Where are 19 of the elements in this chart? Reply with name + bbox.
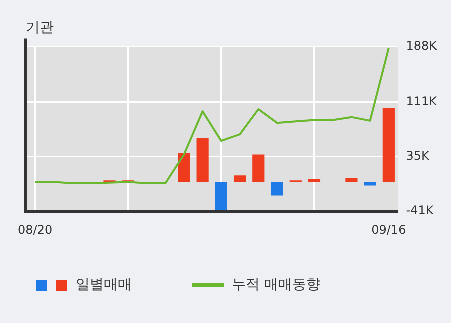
bar [271, 182, 284, 196]
y-tick-label: 35K [406, 149, 430, 164]
legend-label: 누적 매매동향 [232, 276, 320, 294]
y-tick-label: 111K [406, 94, 438, 108]
bar [382, 108, 395, 182]
x-tick-label: 09/16 [372, 222, 406, 237]
bar [196, 138, 209, 182]
bar [346, 178, 358, 182]
x-tick-label: 08/20 [18, 222, 53, 237]
legend-label: 일별매매 [76, 276, 132, 294]
bar [178, 153, 190, 182]
bar [234, 176, 246, 182]
y-tick-label: 188K [406, 38, 438, 53]
bar [215, 182, 228, 212]
bar [308, 179, 321, 182]
bar [364, 182, 376, 186]
y-tick-label: -41K [406, 204, 435, 218]
chart-title: 기관 [26, 20, 54, 36]
bar [252, 154, 265, 182]
